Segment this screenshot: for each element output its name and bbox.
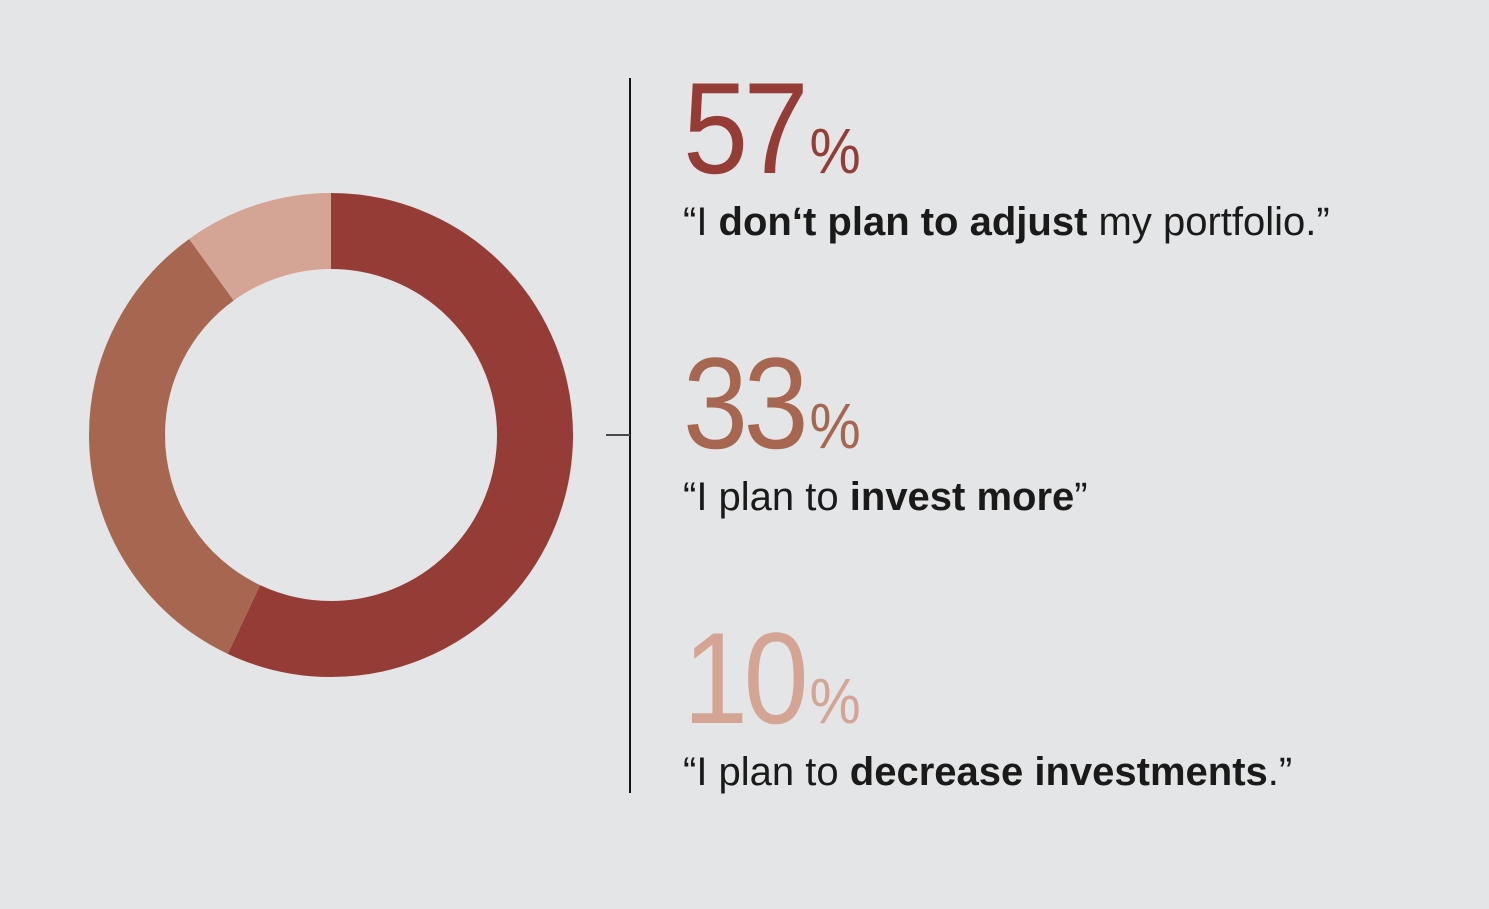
stat-value: 10% <box>683 613 1403 743</box>
quote-bold: decrease investments <box>849 750 1268 794</box>
percent-sign: % <box>809 390 861 462</box>
quote-pre: “I plan to <box>683 750 850 794</box>
stat-value: 57% <box>683 63 1403 193</box>
stat-block-decrease: 10% “I plan to decrease investments.” <box>683 613 1483 796</box>
quote-bold: invest more <box>849 475 1075 519</box>
percent-sign: % <box>809 115 861 187</box>
donut-segment-33% <box>89 193 573 677</box>
quote-pre: “I <box>683 200 719 244</box>
quote-pre: “I plan to <box>683 475 850 519</box>
quote-bold: don‘t plan to adjust <box>718 200 1088 244</box>
divider-line <box>629 78 631 793</box>
connector-tick <box>606 434 630 436</box>
percent-sign: % <box>809 665 861 737</box>
donut-chart <box>89 193 573 677</box>
quote-post: my portfolio.” <box>1087 200 1330 244</box>
stat-block-no-adjust: 57% “I don‘t plan to adjust my portfolio… <box>683 63 1483 246</box>
stat-quote: “I don‘t plan to adjust my portfolio.” <box>683 198 1483 246</box>
stat-number: 57 <box>683 55 809 201</box>
stat-quote: “I plan to invest more” <box>683 473 1483 521</box>
stat-block-invest-more: 33% “I plan to invest more” <box>683 338 1483 521</box>
quote-post: .” <box>1267 750 1293 794</box>
donut-segment-10% <box>89 193 573 677</box>
quote-post: ” <box>1074 475 1088 519</box>
stat-value: 33% <box>683 338 1403 468</box>
stat-number: 10 <box>683 605 809 751</box>
stat-quote: “I plan to decrease investments.” <box>683 748 1483 796</box>
stat-number: 33 <box>683 330 809 476</box>
